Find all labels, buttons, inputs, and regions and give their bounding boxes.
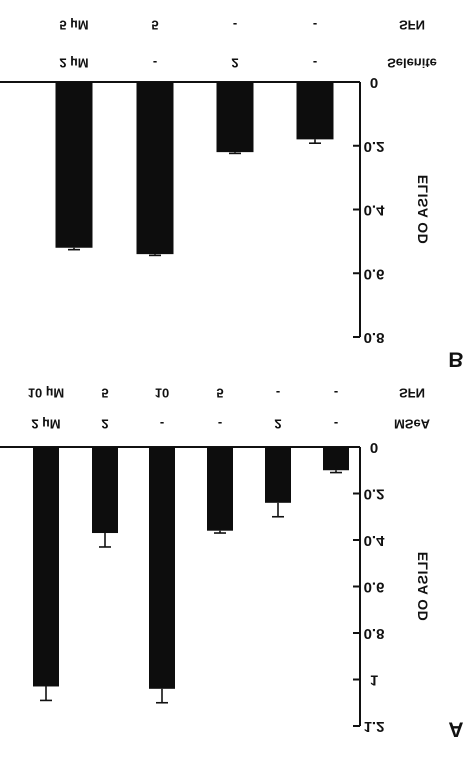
condition-row-label: SFN (399, 386, 425, 401)
bar (323, 447, 349, 471)
bar (136, 82, 174, 255)
bar (92, 447, 118, 534)
condition-value: - (160, 417, 164, 432)
condition-value: - (334, 386, 338, 401)
y-tick-label: 0.8 (364, 329, 385, 346)
condition-value: - (313, 56, 317, 71)
panel-letter: A (448, 717, 463, 740)
chart-panel-a: 0 0.2 0.4 0.6 0.8 1 1.2 ELISA OD SFN - - 5 10 5 10 µM M… (0, 386, 464, 740)
y-tick-label: 0 (370, 439, 378, 456)
panel-letter: B (448, 347, 463, 370)
bar (265, 447, 291, 503)
bar (149, 447, 175, 689)
bar (296, 82, 334, 140)
bar (33, 447, 59, 687)
y-tick-label: 0.6 (364, 265, 385, 282)
y-axis-label: ELISA OD (415, 552, 431, 622)
y-tick-label: 0.8 (364, 625, 385, 642)
condition-value: 10 µM (28, 386, 64, 401)
bar (216, 82, 254, 153)
y-axis-label: ELISA OD (415, 175, 431, 245)
condition-value: 2 (274, 417, 281, 432)
y-tick-label: 0.6 (364, 579, 385, 596)
y-tick-label: 0.4 (364, 202, 386, 219)
y-tick-label: 0.2 (364, 138, 385, 155)
condition-value: 5 (151, 18, 158, 33)
condition-row-label: Selenite (387, 56, 437, 71)
condition-value: 5 (101, 386, 108, 401)
y-tick-label: 0.2 (364, 486, 385, 503)
y-tick-label: 0 (370, 74, 378, 91)
bar (207, 447, 233, 531)
condition-value: - (334, 417, 338, 432)
condition-value: - (218, 417, 222, 432)
condition-row-label: SFN (399, 18, 425, 33)
condition-value: - (233, 18, 237, 33)
condition-value: 5 (216, 386, 223, 401)
y-tick-label: 0.4 (364, 532, 386, 549)
bar (55, 82, 93, 248)
condition-value: 2 µM (31, 417, 60, 432)
condition-value: - (276, 386, 280, 401)
condition-value: 5 µM (59, 18, 88, 33)
condition-value: 2 (101, 417, 108, 432)
y-tick-label: 1 (370, 672, 378, 689)
condition-value: - (313, 18, 317, 33)
y-tick-label: 1.2 (364, 718, 385, 735)
condition-value: - (153, 56, 157, 71)
condition-value: 10 (155, 386, 169, 401)
condition-value: 2 µM (59, 56, 88, 71)
chart-panel-b: 0 0.2 0.4 0.6 0.8 ELISA OD SFN - - 5 5 µM Selenite -… (0, 18, 464, 370)
condition-value: 2 (231, 56, 238, 71)
condition-row-label: MSeA (394, 417, 431, 432)
